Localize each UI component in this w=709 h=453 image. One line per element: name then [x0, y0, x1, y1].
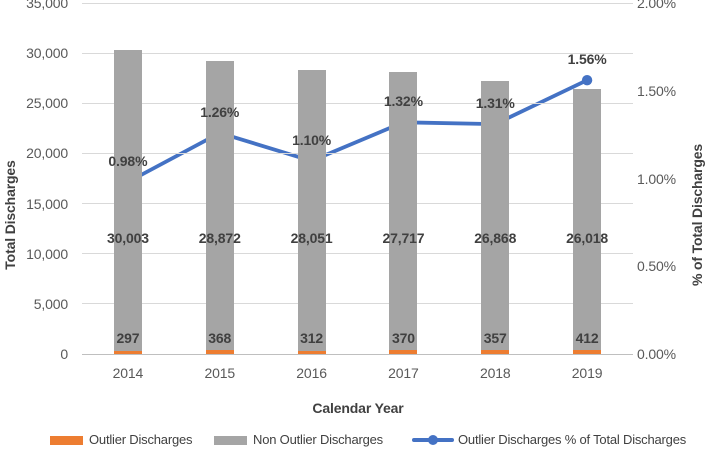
outlier-bar-segment — [389, 350, 418, 354]
pct-value-label: 1.56% — [567, 51, 607, 68]
gridline — [82, 102, 633, 104]
x-axis-tick: 2015 — [204, 365, 236, 381]
outlier-bar-segment — [205, 350, 234, 354]
pct-value-label: 1.10% — [292, 131, 332, 148]
pct-value-label: 1.26% — [200, 103, 240, 120]
right-axis-tick: 0.50% — [637, 258, 676, 275]
left-axis-tick: 5,000 — [33, 295, 68, 312]
gridline — [82, 152, 633, 154]
legend-swatch-icon — [214, 435, 247, 445]
non-outlier-bar-segment — [297, 69, 326, 351]
pct-value-label: 1.32% — [383, 93, 423, 110]
legend-item: Non Outlier Discharges — [214, 430, 383, 450]
outlier-value-label: 297 — [116, 330, 140, 346]
outlier-value-label: 412 — [575, 330, 599, 346]
non-outlier-bar-segment — [389, 72, 418, 351]
pct-value-label: 0.98% — [108, 153, 148, 169]
legend-swatch-icon — [50, 435, 83, 445]
left-axis-tick: 15,000 — [26, 195, 68, 212]
left-axis-tick: 20,000 — [26, 145, 68, 162]
non-outlier-value-label: 26,868 — [474, 230, 517, 246]
legend-label: Outlier Discharges % of Total Discharges — [458, 432, 687, 447]
left-axis-tick: 25,000 — [26, 95, 68, 112]
left-axis-tick: 30,000 — [26, 45, 68, 62]
gridline — [82, 203, 633, 205]
x-axis-tick: 2018 — [479, 365, 511, 381]
non-outlier-value-label: 30,003 — [106, 230, 149, 246]
non-outlier-bar-segment — [573, 88, 602, 350]
non-outlier-bar-segment — [205, 60, 234, 351]
gridline — [82, 52, 633, 54]
x-axis-title: Calendar Year — [312, 400, 404, 416]
gridline — [82, 2, 633, 4]
right-axis-tick: 1.00% — [637, 170, 676, 187]
pct-value-label: 1.31% — [475, 95, 515, 112]
non-outlier-value-label: 26,018 — [566, 230, 609, 246]
outlier-value-label: 312 — [300, 330, 324, 346]
non-outlier-value-label: 27,717 — [382, 230, 425, 246]
x-axis-tick: 2017 — [388, 365, 419, 381]
gridline — [82, 253, 633, 255]
x-axis-tick: 2019 — [571, 365, 603, 381]
non-outlier-bar-segment — [481, 80, 510, 351]
non-outlier-value-label: 28,872 — [198, 230, 241, 246]
right-axis-tick: 1.50% — [637, 82, 676, 99]
non-outlier-value-label: 28,051 — [290, 230, 333, 246]
left-axis-tick: 35,000 — [26, 0, 68, 11]
outlier-bar-segment — [113, 351, 142, 354]
right-axis-tick: 0.00% — [637, 346, 676, 362]
outlier-bar-segment — [481, 350, 510, 354]
outlier-value-label: 368 — [208, 330, 232, 346]
legend-item: Outlier Discharges — [50, 430, 193, 450]
x-axis-tick: 2014 — [112, 365, 144, 381]
outlier-bar-segment — [297, 350, 326, 354]
non-outlier-bar-segment — [113, 50, 142, 351]
outlier-value-label: 357 — [483, 330, 507, 346]
legend: Outlier Discharges Non Outlier Discharges… — [0, 430, 709, 450]
outlier-value-label: 370 — [391, 330, 415, 346]
x-axis-tick: 2016 — [296, 365, 327, 381]
x-axis-line — [82, 353, 633, 355]
legend-line-marker-icon — [412, 435, 454, 445]
legend-item: Outlier Discharges % of Total Discharges — [412, 430, 686, 450]
pct-line-point — [581, 75, 593, 86]
outlier-bar-segment — [573, 349, 602, 354]
right-axis-tick: 2.00% — [637, 0, 676, 11]
legend-label: Non Outlier Discharges — [253, 432, 383, 447]
gridline — [82, 303, 633, 305]
left-axis-tick: 10,000 — [26, 245, 68, 262]
left-axis-tick: 0 — [60, 346, 68, 362]
legend-label: Outlier Discharges — [89, 432, 193, 447]
